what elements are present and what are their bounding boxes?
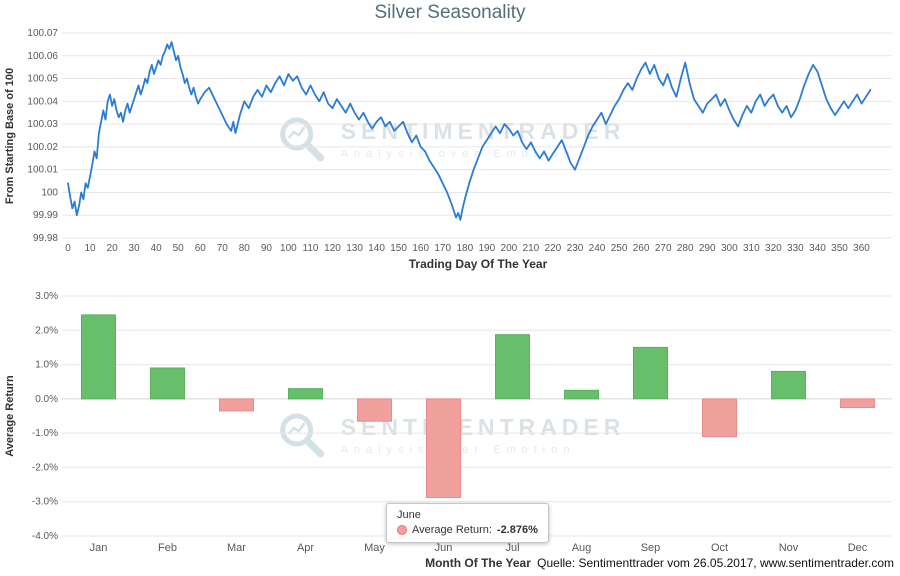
line-y-tick-label: 100.06 bbox=[27, 51, 58, 62]
line-x-tick-label: 130 bbox=[346, 243, 363, 254]
line-x-tick-label: 180 bbox=[456, 243, 473, 254]
line-x-tick-label: 110 bbox=[303, 243, 319, 254]
bar-y-tick-label: 1.0% bbox=[35, 360, 58, 371]
line-x-tick-label: 260 bbox=[633, 243, 650, 254]
line-x-tick-label: 90 bbox=[261, 243, 273, 254]
line-y-tick-label: 99.99 bbox=[33, 210, 58, 221]
line-y-tick-label: 99.98 bbox=[33, 233, 58, 244]
line-x-tick-label: 190 bbox=[478, 243, 495, 254]
line-x-tick-label: 140 bbox=[368, 243, 385, 254]
line-x-tick-label: 340 bbox=[809, 243, 826, 254]
bar-may[interactable] bbox=[357, 398, 392, 422]
bar-sep[interactable] bbox=[633, 346, 668, 400]
seasonality-line[interactable] bbox=[67, 41, 872, 221]
line-x-tick-label: 60 bbox=[195, 243, 207, 254]
bar-jan[interactable] bbox=[81, 314, 116, 400]
line-x-tick-label: 120 bbox=[324, 243, 341, 254]
line-y-tick-label: 100.05 bbox=[27, 74, 58, 85]
line-x-tick-label: 290 bbox=[699, 243, 716, 254]
tooltip-series-dot-icon bbox=[397, 525, 407, 535]
bar-chart-x-axis-title: Month Of The Year bbox=[425, 556, 531, 570]
bar-oct[interactable] bbox=[702, 398, 737, 438]
month-label: May bbox=[364, 542, 385, 554]
bar-jun[interactable] bbox=[426, 398, 461, 498]
line-x-tick-label: 70 bbox=[217, 243, 229, 254]
line-x-tick-label: 150 bbox=[390, 243, 407, 254]
line-chart-x-axis-title: Trading Day Of The Year bbox=[408, 257, 548, 271]
bar-y-tick-label: -4.0% bbox=[32, 531, 58, 542]
line-x-tick-label: 170 bbox=[434, 243, 451, 254]
line-x-tick-label: 270 bbox=[655, 243, 672, 254]
tooltip-label: Average Return: bbox=[412, 524, 492, 536]
line-x-tick-label: 0 bbox=[65, 243, 71, 254]
page-title: Silver Seasonality bbox=[374, 2, 526, 23]
month-label: Apr bbox=[297, 542, 314, 554]
bar-y-tick-label: -3.0% bbox=[32, 497, 58, 508]
month-label: Oct bbox=[711, 542, 728, 554]
line-x-tick-label: 160 bbox=[412, 243, 429, 254]
line-y-tick-label: 100.04 bbox=[27, 96, 58, 107]
bar-y-tick-label: 2.0% bbox=[35, 325, 58, 336]
tooltip-month: June bbox=[397, 509, 421, 521]
bar-y-tick-label: 3.0% bbox=[35, 291, 58, 302]
line-y-tick-label: 100 bbox=[41, 187, 58, 198]
line-x-tick-label: 250 bbox=[611, 243, 628, 254]
line-x-tick-label: 300 bbox=[721, 243, 738, 254]
line-x-tick-label: 80 bbox=[239, 243, 251, 254]
bar-y-tick-label: -1.0% bbox=[32, 428, 58, 439]
month-label: Sep bbox=[641, 542, 661, 554]
line-y-tick-label: 100.01 bbox=[27, 165, 58, 176]
bar-jul[interactable] bbox=[495, 334, 530, 400]
bar-y-tick-label: 0.0% bbox=[35, 394, 58, 405]
line-x-tick-label: 40 bbox=[151, 243, 163, 254]
month-label: Jun bbox=[435, 542, 453, 554]
bar-apr[interactable] bbox=[288, 388, 323, 400]
line-x-tick-label: 330 bbox=[787, 243, 804, 254]
line-y-tick-label: 100.07 bbox=[27, 28, 58, 39]
line-x-tick-label: 220 bbox=[545, 243, 562, 254]
line-x-tick-label: 350 bbox=[831, 243, 848, 254]
line-x-tick-label: 20 bbox=[107, 243, 119, 254]
line-x-tick-label: 200 bbox=[501, 243, 518, 254]
bar-chart-y-axis-title: Average Return bbox=[4, 375, 16, 457]
month-label: Jan bbox=[90, 542, 108, 554]
month-label: Jul bbox=[505, 542, 519, 554]
bar-dec[interactable] bbox=[840, 398, 875, 408]
bar-aug[interactable] bbox=[564, 389, 599, 400]
bar-mar[interactable] bbox=[219, 398, 254, 412]
line-x-tick-label: 10 bbox=[84, 243, 96, 254]
bar-y-tick-label: -2.0% bbox=[32, 462, 58, 473]
line-x-tick-label: 280 bbox=[677, 243, 694, 254]
month-label: Feb bbox=[158, 542, 177, 554]
bar-nov[interactable] bbox=[771, 370, 806, 400]
line-chart-y-axis-title: From Starting Base of 100 bbox=[4, 67, 16, 205]
tooltip-value: -2.876% bbox=[496, 524, 538, 536]
month-label: Dec bbox=[848, 542, 868, 554]
line-x-tick-label: 100 bbox=[280, 243, 297, 254]
line-x-tick-label: 310 bbox=[743, 243, 760, 254]
month-label: Nov bbox=[779, 542, 799, 554]
line-x-tick-label: 320 bbox=[765, 243, 782, 254]
line-y-tick-label: 100.02 bbox=[27, 142, 58, 153]
month-label: Aug bbox=[572, 542, 592, 554]
bar-feb[interactable] bbox=[150, 367, 185, 400]
source-attribution: Quelle: Sentimenttrader vom 26.05.2017, … bbox=[537, 556, 894, 570]
line-y-tick-label: 100.03 bbox=[27, 119, 58, 130]
line-x-tick-label: 210 bbox=[523, 243, 540, 254]
line-x-tick-label: 30 bbox=[129, 243, 141, 254]
month-label: Mar bbox=[227, 542, 246, 554]
line-x-tick-label: 230 bbox=[567, 243, 584, 254]
line-x-tick-label: 360 bbox=[853, 243, 870, 254]
line-x-tick-label: 50 bbox=[173, 243, 185, 254]
line-x-tick-label: 240 bbox=[589, 243, 606, 254]
tooltip: June Average Return: -2.876% bbox=[386, 503, 549, 543]
